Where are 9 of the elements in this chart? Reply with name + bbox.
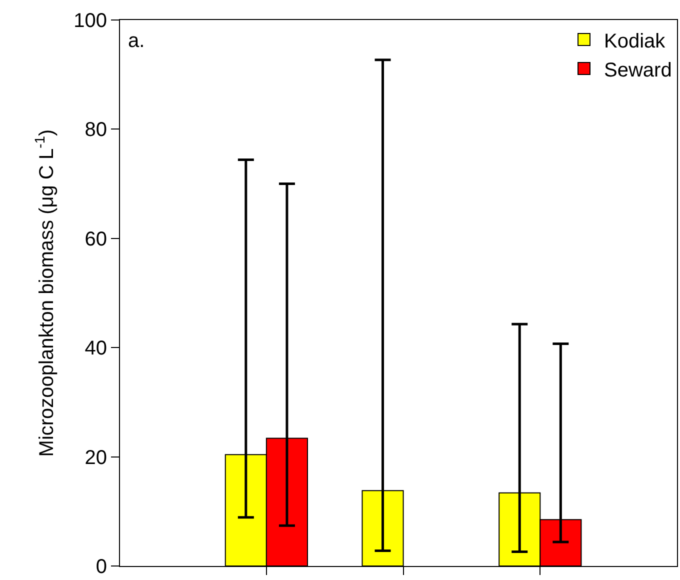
y-tick-label: 40: [84, 338, 107, 360]
legend-label: Kodiak: [604, 30, 666, 52]
annotation: a.: [128, 30, 145, 52]
y-tick-label: 20: [84, 446, 107, 469]
y-tick-label: 60: [84, 228, 107, 250]
y-tick-label: 100: [74, 10, 107, 32]
y-tick-label: 0: [96, 556, 107, 578]
legend-label: Seward: [604, 59, 672, 82]
y-tick-label: 80: [84, 119, 107, 142]
